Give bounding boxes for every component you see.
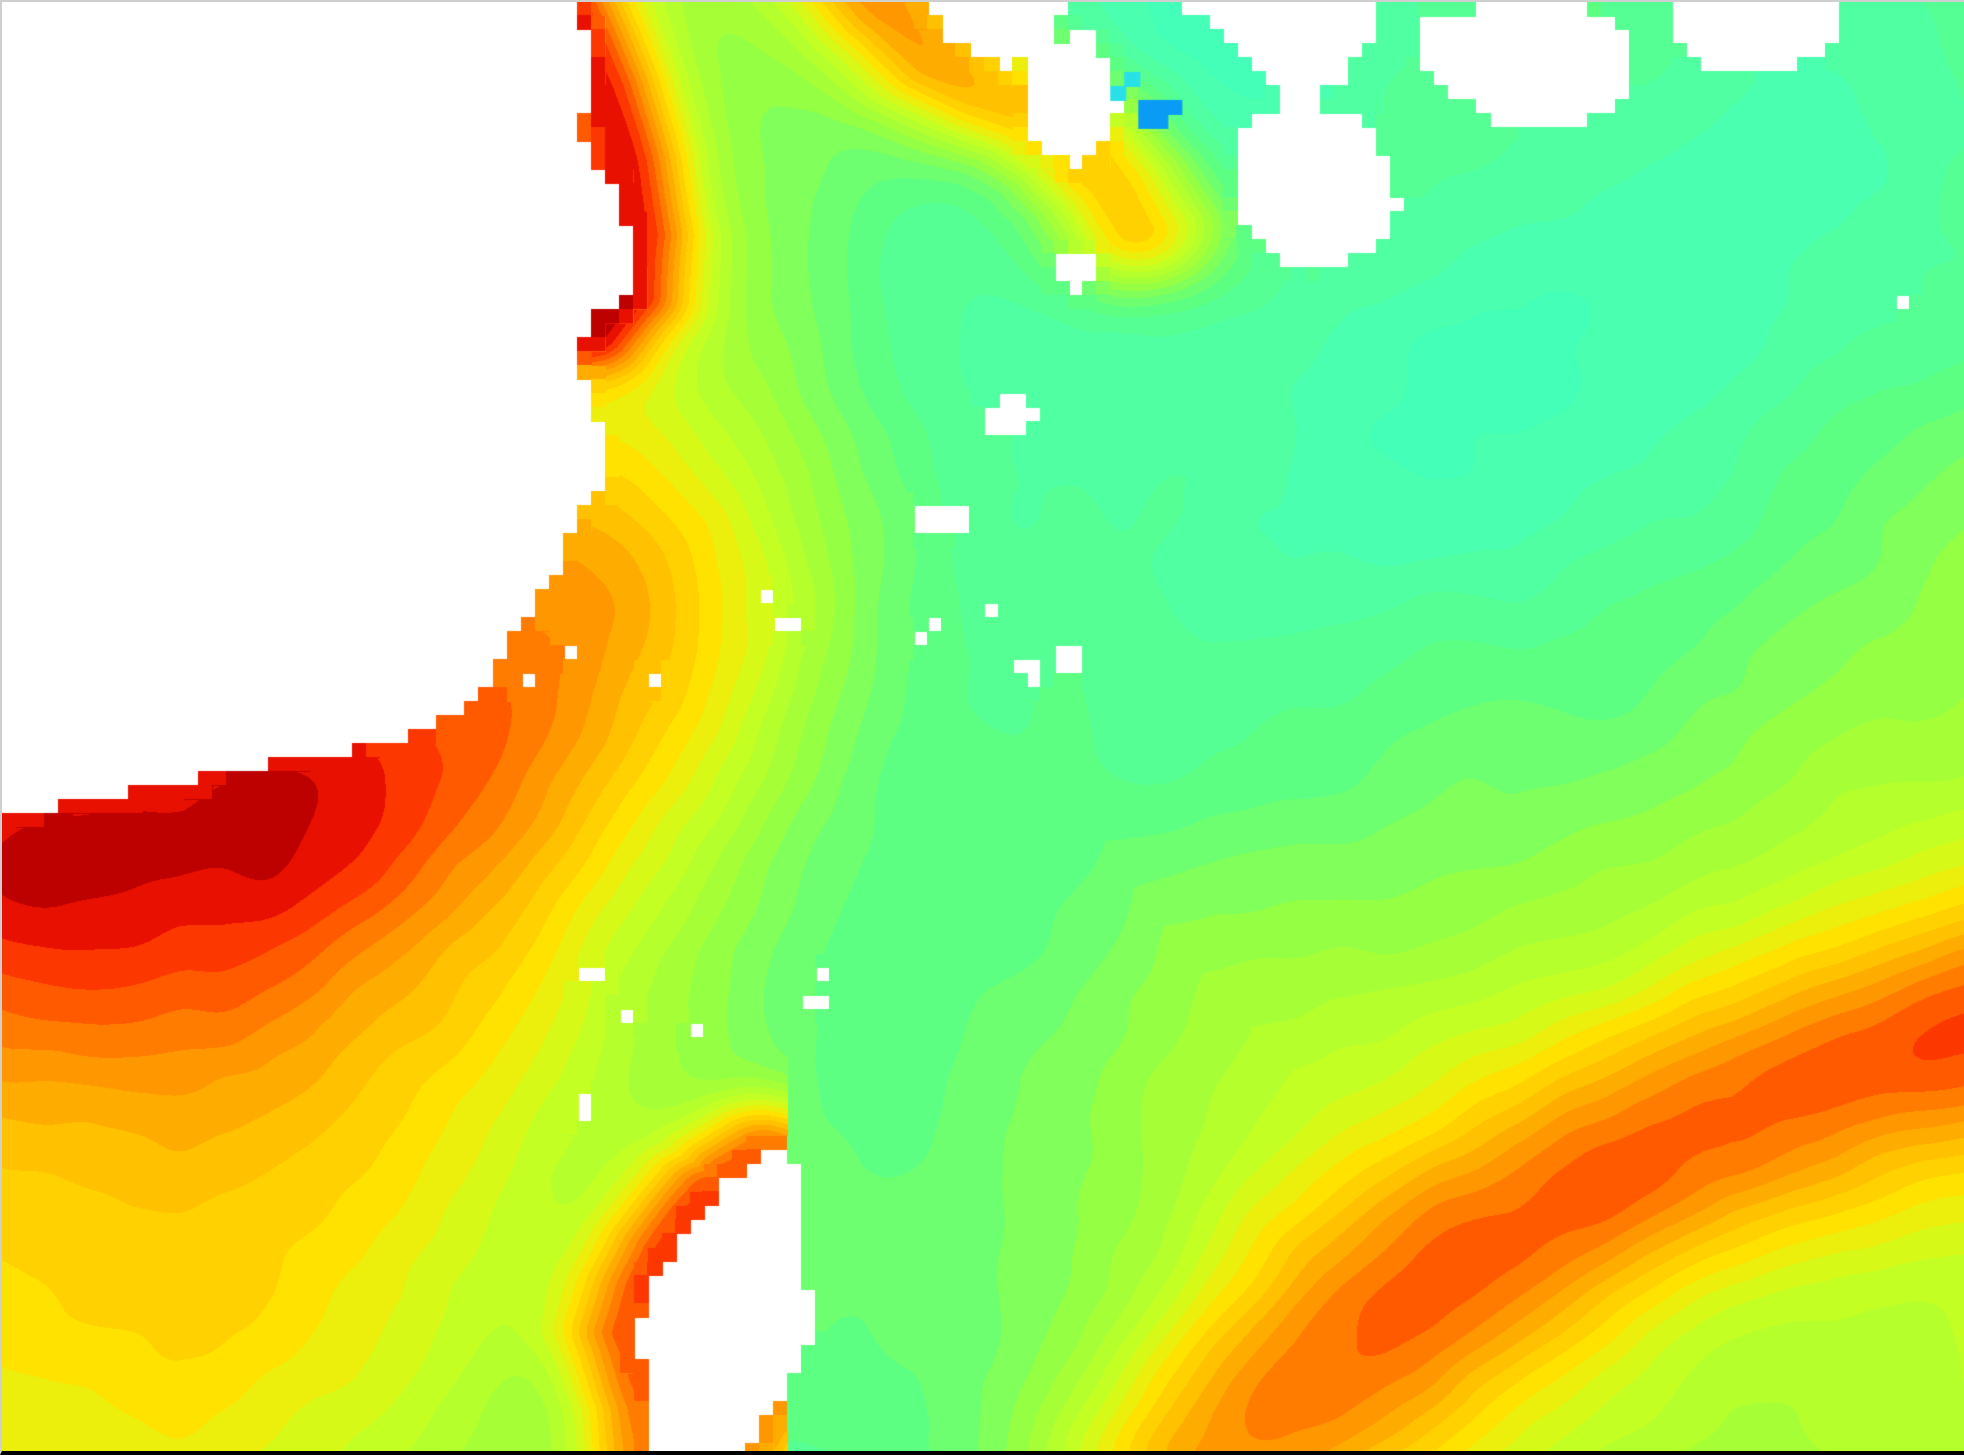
plot-axes-frame — [0, 0, 1964, 1455]
figure-root — [0, 0, 1964, 1455]
contour-field-canvas — [2, 2, 1964, 1451]
